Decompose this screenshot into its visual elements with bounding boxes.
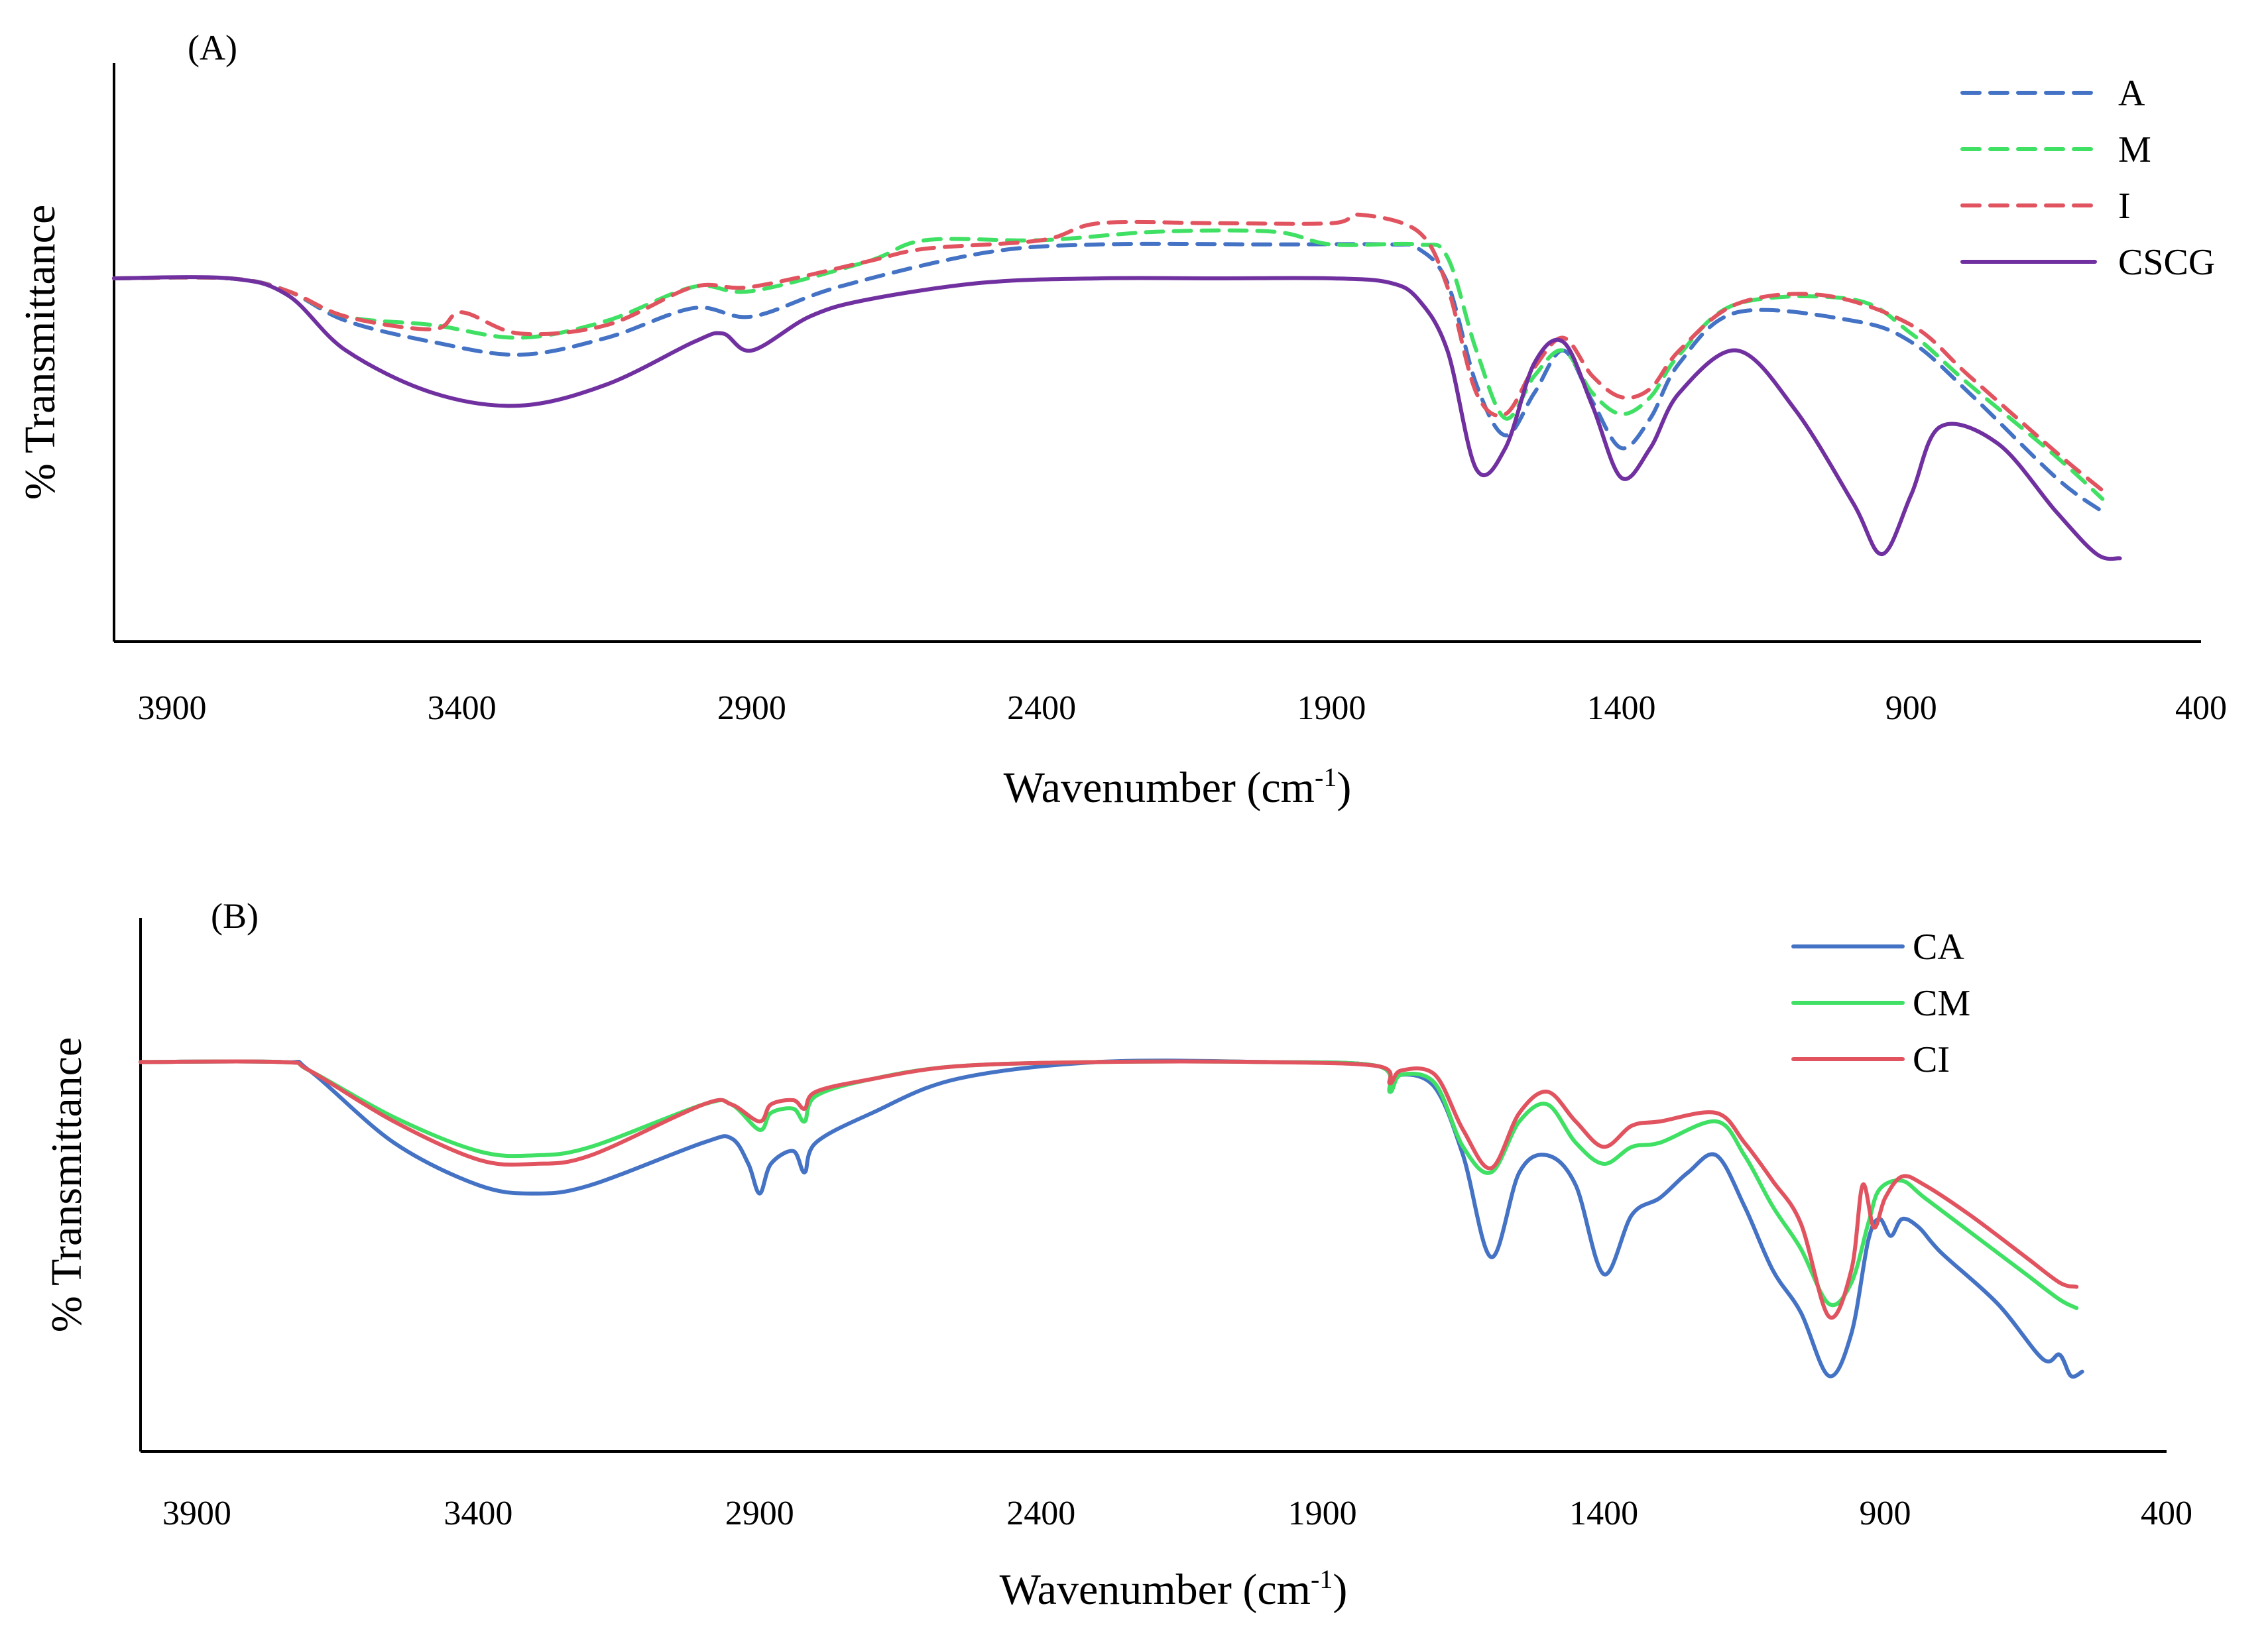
panel-a-series-line-i: [112, 212, 2105, 492]
panel-b-x-tick-label: 2400: [1006, 1495, 1075, 1532]
panel-b-series-line-cm: [139, 1059, 2079, 1310]
panel-a-y-axis-title: % Transmittance: [16, 205, 64, 500]
panel-b-x-tick-label: 3400: [444, 1495, 512, 1532]
panel-a-legend-label-a: A: [2118, 73, 2145, 114]
panel-a-x-tick-label: 400: [2175, 689, 2227, 727]
panel-b-x-tick-label: 1400: [1569, 1495, 1638, 1532]
panel-a-series-line-a: [112, 241, 2105, 514]
panel-a-x-axis-title: Wavenumber (cm-1): [1004, 762, 1352, 812]
panel-b-x-tick-label: 400: [2141, 1495, 2192, 1532]
panel-b-panel-label: (B): [211, 896, 259, 936]
panel-b-x-axis-title: Wavenumber (cm-1): [1000, 1564, 1348, 1614]
panel-b-series-line-ca: [139, 1058, 2084, 1379]
panel-b-series-line-ci: [139, 1059, 2079, 1320]
panel-b-x-tick-label: 900: [1860, 1495, 1911, 1532]
panel-a-chart: 3900 3400 2900 2400 1900 1400 900 400 Wavenumber…: [16, 28, 2227, 812]
panel-b-y-axis-title: % Transmittance: [42, 1037, 91, 1332]
panel-a-series-line-m: [112, 228, 2105, 501]
panel-b-x-tick-label: 3900: [162, 1495, 231, 1532]
panel-a-legend-label-i: I: [2118, 186, 2131, 227]
panel-b-legend-label-cm: CM: [1913, 983, 1970, 1024]
panel-b-chart: 3900 3400 2900 2400 1900 1400 900 400 Wavenumber…: [42, 896, 2192, 1614]
panel-a-x-tick-label: 900: [1885, 689, 1937, 727]
panel-a-x-tick-label: 3900: [137, 689, 206, 727]
panel-a-x-tick-label: 1900: [1297, 689, 1366, 727]
panel-a-legend-label-cscg: CSCG: [2118, 242, 2215, 283]
panel-a-x-tick-label: 2400: [1007, 689, 1076, 727]
panel-a-x-tick-label: 1400: [1587, 689, 1656, 727]
panel-b-legend-label-ca: CA: [1913, 927, 1964, 968]
panel-a-x-tick-label: 2900: [717, 689, 786, 727]
panel-a-series-line-cscg: [112, 275, 2122, 561]
panel-b-legend-label-ci: CI: [1913, 1039, 1950, 1080]
panel-b-x-tick-label: 1900: [1288, 1495, 1357, 1532]
panel-a-legend-label-m: M: [2118, 129, 2151, 170]
panel-b-x-tick-label: 2900: [725, 1495, 794, 1532]
panel-a-panel-label: (A): [188, 28, 237, 68]
panel-a-x-tick-label: 3400: [428, 689, 497, 727]
